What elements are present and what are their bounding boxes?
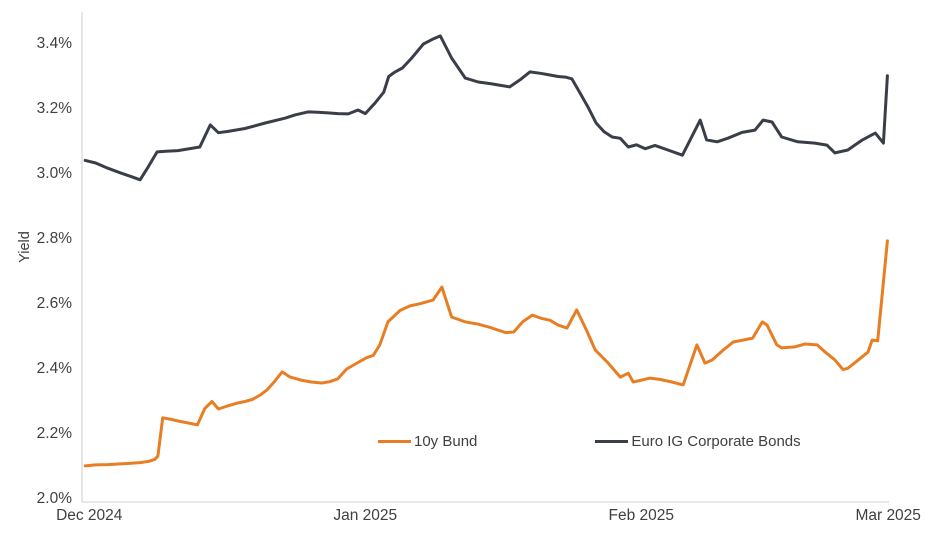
- series-line-10y-bund: [83, 239, 889, 468]
- y-tick-label: 3.0%: [36, 165, 72, 182]
- axis-lines: [81, 12, 889, 503]
- x-tick-label: Jan 2025: [333, 507, 398, 524]
- legend-label: Euro IG Corporate Bonds: [631, 433, 801, 450]
- x-tick-label: Mar 2025: [855, 507, 921, 524]
- y-tick-label: 3.4%: [36, 35, 72, 52]
- x-tick-label: Dec 2024: [56, 507, 123, 524]
- y-tick-label: 2.4%: [36, 360, 72, 377]
- x-tick-label: Feb 2025: [608, 507, 675, 524]
- y-tick-label: 3.2%: [36, 100, 72, 117]
- y-tick-label: 2.6%: [36, 295, 72, 312]
- series-line-euro-ig-corporate-bonds: [83, 34, 889, 182]
- legend-item-10y-bund: 10y Bund: [378, 433, 477, 450]
- y-tick-label: 2.8%: [36, 230, 72, 247]
- chart-legend: 10y Bund Euro IG Corporate Bonds: [378, 433, 801, 450]
- y-tick-label: 2.0%: [36, 490, 72, 507]
- y-tick-label: 2.2%: [36, 425, 72, 442]
- legend-item-euro-ig-corporate-bonds: Euro IG Corporate Bonds: [595, 433, 801, 450]
- legend-line-swatch-orange: [378, 440, 411, 443]
- legend-label: 10y Bund: [414, 433, 478, 450]
- legend-line-swatch-dark: [595, 440, 629, 443]
